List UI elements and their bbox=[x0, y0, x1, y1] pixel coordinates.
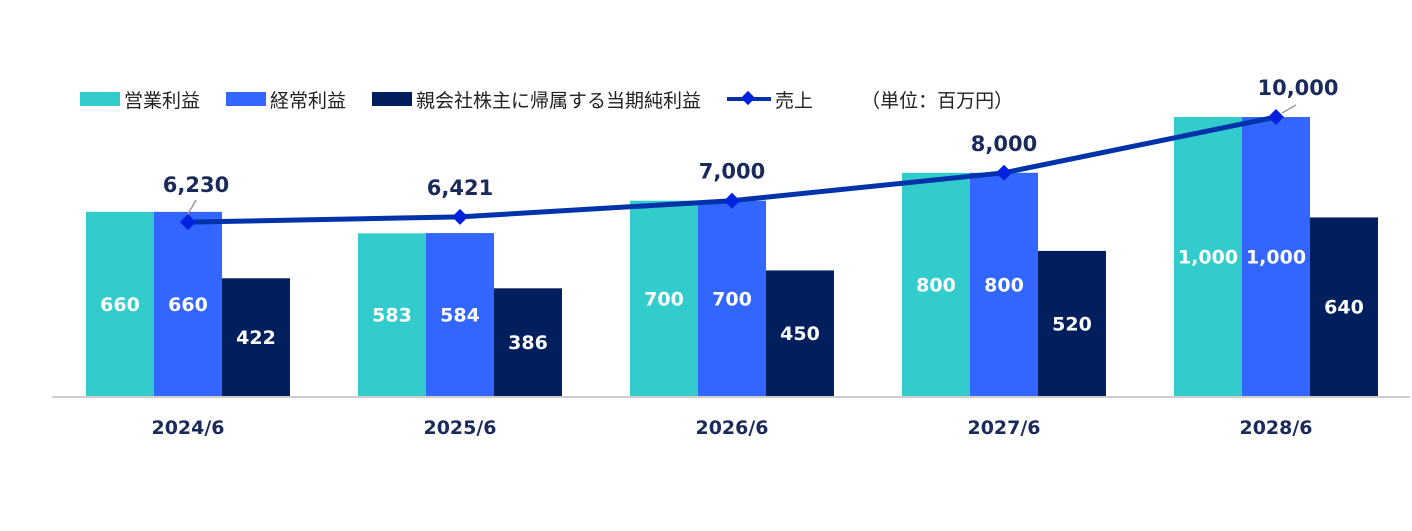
legend-label-net-income: 親会社株主に帰属する当期純利益 bbox=[416, 89, 702, 112]
data-label-ordinary-profit-2028/6: 1,000 bbox=[1246, 247, 1306, 269]
sales-label-2025/6: 6,421 bbox=[427, 176, 493, 200]
bar-ordinary-profit-2025/6 bbox=[426, 233, 494, 396]
sales-label-2024/6: 6,230 bbox=[163, 173, 229, 197]
data-label-operating-profit-2025/6: 583 bbox=[372, 305, 412, 327]
data-label-net-income-2028/6: 640 bbox=[1324, 297, 1364, 319]
x-tick-label-2025/6: 2025/6 bbox=[423, 417, 496, 439]
data-label-operating-profit-2024/6: 660 bbox=[100, 294, 140, 316]
data-label-ordinary-profit-2026/6: 700 bbox=[712, 288, 752, 310]
x-tick-label-2027/6: 2027/6 bbox=[967, 417, 1040, 439]
sales-marker-2028/6 bbox=[1268, 109, 1284, 125]
bar-net-income-2025/6 bbox=[494, 288, 562, 396]
chart-legend: 営業利益 経常利益 親会社株主に帰属する当期純利益 売上 （単位：百万円） bbox=[80, 86, 1013, 112]
bar-operating-profit-2024/6 bbox=[86, 211, 154, 396]
data-label-ordinary-profit-2024/6: 660 bbox=[168, 294, 208, 316]
legend-item-sales: 売上 bbox=[727, 86, 813, 113]
sales-label-2027/6: 8,000 bbox=[971, 132, 1037, 156]
legend-item-operating-profit: 営業利益 bbox=[80, 86, 200, 113]
legend-swatch-operating-profit bbox=[80, 92, 120, 106]
bar-ordinary-profit-2027/6 bbox=[970, 172, 1038, 396]
data-label-net-income-2024/6: 422 bbox=[236, 327, 276, 349]
bar-operating-profit-2027/6 bbox=[902, 172, 970, 396]
bar-net-income-2027/6 bbox=[1038, 250, 1106, 396]
x-tick-label-2028/6: 2028/6 bbox=[1239, 417, 1312, 439]
sales-marker-2026/6 bbox=[724, 192, 740, 209]
x-tick-label-2024/6: 2024/6 bbox=[151, 417, 224, 439]
sales-marker-2025/6 bbox=[452, 208, 468, 225]
data-label-net-income-2027/6: 520 bbox=[1052, 313, 1092, 335]
bar-operating-profit-2028/6 bbox=[1174, 117, 1242, 396]
legend-swatch-net-income bbox=[372, 92, 413, 106]
bar-ordinary-profit-2026/6 bbox=[698, 200, 766, 396]
bar-ordinary-profit-2024/6 bbox=[154, 211, 222, 396]
bar-net-income-2028/6 bbox=[1310, 217, 1378, 396]
legend-swatch-sales bbox=[727, 92, 772, 106]
data-label-operating-profit-2027/6: 800 bbox=[916, 274, 956, 296]
bar-ordinary-profit-2028/6 bbox=[1242, 117, 1310, 396]
data-label-ordinary-profit-2025/6: 584 bbox=[440, 305, 480, 327]
data-label-net-income-2025/6: 386 bbox=[508, 332, 548, 354]
data-label-operating-profit-2028/6: 1,000 bbox=[1178, 247, 1238, 269]
legend-label-sales: 売上 bbox=[775, 89, 814, 112]
data-label-operating-profit-2026/6: 700 bbox=[644, 288, 684, 310]
sales-label-2028/6: 10,000 bbox=[1257, 76, 1338, 100]
legend-item-net-income: 親会社株主に帰属する当期純利益 bbox=[372, 86, 701, 113]
legend-label-operating-profit: 営業利益 bbox=[124, 89, 201, 112]
leader-line-2024/6 bbox=[187, 199, 197, 215]
legend-item-ordinary-profit: 経常利益 bbox=[226, 86, 346, 113]
leader-line-2028/6 bbox=[1281, 104, 1297, 114]
bar-net-income-2026/6 bbox=[766, 270, 834, 396]
legend-swatch-ordinary-profit bbox=[226, 92, 267, 106]
bar-operating-profit-2026/6 bbox=[630, 200, 698, 396]
legend-label-ordinary-profit: 経常利益 bbox=[270, 89, 347, 112]
data-label-ordinary-profit-2027/6: 800 bbox=[984, 274, 1024, 296]
bar-operating-profit-2025/6 bbox=[358, 233, 426, 396]
x-tick-label-2026/6: 2026/6 bbox=[695, 417, 768, 439]
data-label-net-income-2026/6: 450 bbox=[780, 323, 820, 345]
sales-label-2026/6: 7,000 bbox=[699, 160, 765, 184]
sales-marker-2027/6 bbox=[996, 164, 1012, 181]
sales-marker-2024/6 bbox=[180, 214, 196, 231]
unit-label: （単位：百万円） bbox=[861, 89, 1014, 112]
bar-net-income-2024/6 bbox=[222, 278, 290, 396]
